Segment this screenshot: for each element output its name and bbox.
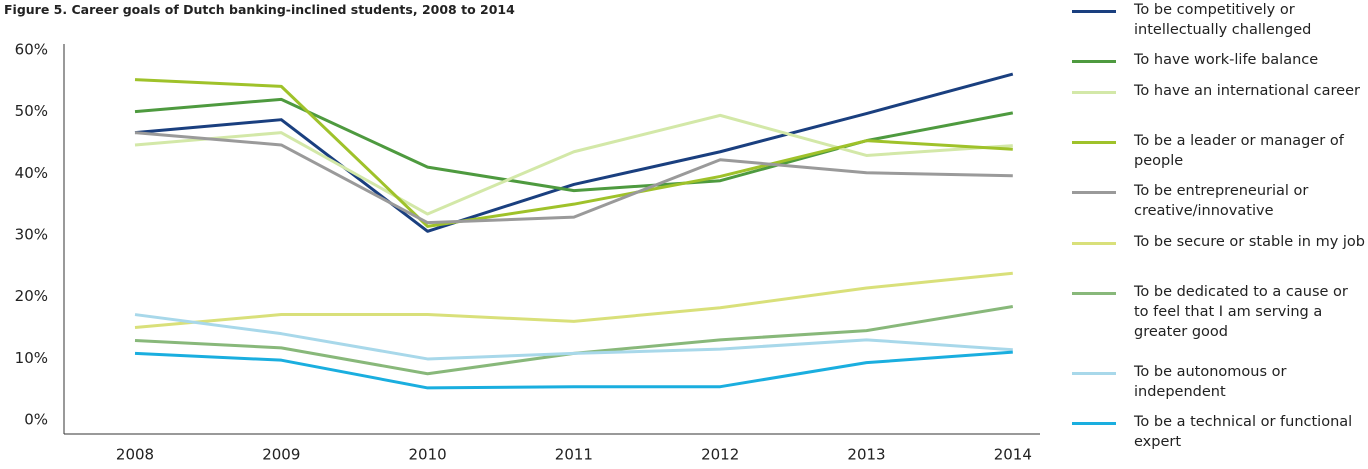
legend-label: To be dedicated to a cause or to feel th… [1134, 284, 1348, 340]
x-tick-label: 2010 [409, 446, 447, 464]
legend-swatch [1072, 242, 1116, 245]
series-line [134, 271, 1013, 329]
legend-label: To have an international career [1134, 83, 1360, 99]
x-tick-label: 2008 [116, 446, 154, 464]
series-line [134, 131, 1013, 225]
legend-swatch [1072, 60, 1116, 63]
x-tick-label: 2012 [701, 446, 739, 464]
legend-swatch [1072, 191, 1116, 194]
y-tick-label: 50% [15, 102, 48, 120]
legend-swatch [1072, 372, 1116, 375]
series-line [134, 72, 1014, 233]
legend-swatch [1072, 422, 1116, 425]
legend-label: To be competitively or intellectually ch… [1134, 2, 1312, 38]
legend-label: To be secure or stable in my job [1134, 234, 1365, 250]
chart: 0% 10% 20% 30% 40% 50% 60% 2008 2009 2010 2011 2012… [15, 41, 1040, 464]
x-tick-label: 2013 [847, 446, 885, 464]
y-tick-label: 60% [15, 41, 48, 59]
legend-swatch [1072, 141, 1116, 144]
legend-swatch [1072, 292, 1116, 295]
y-tick-label: 30% [15, 226, 48, 244]
y-tick-label: 10% [15, 349, 48, 367]
series-line [134, 78, 1013, 228]
legend-label: To be a leader or manager of people [1134, 133, 1344, 169]
legend-label: To be a technical or functional expert [1134, 414, 1353, 450]
series-line [134, 350, 1013, 390]
chart-title: Figure 5. Career goals of Dutch banking-… [4, 2, 515, 17]
series-line [134, 313, 1013, 361]
legend-label: To have work-life balance [1134, 52, 1319, 68]
y-tick-label: 0% [24, 411, 48, 429]
y-tick-label: 20% [15, 287, 48, 305]
x-tick-label: 2009 [262, 446, 300, 464]
x-tick-label: 2011 [555, 446, 593, 464]
series-line [134, 113, 1013, 216]
x-tick-label: 2014 [994, 446, 1032, 464]
legend-swatch [1072, 10, 1116, 13]
legend-label: To be autonomous or independent [1134, 364, 1287, 400]
legend-label: To be entrepreneurial or creative/innova… [1134, 183, 1309, 219]
legend-swatch [1072, 91, 1116, 94]
y-tick-label: 40% [15, 164, 48, 182]
